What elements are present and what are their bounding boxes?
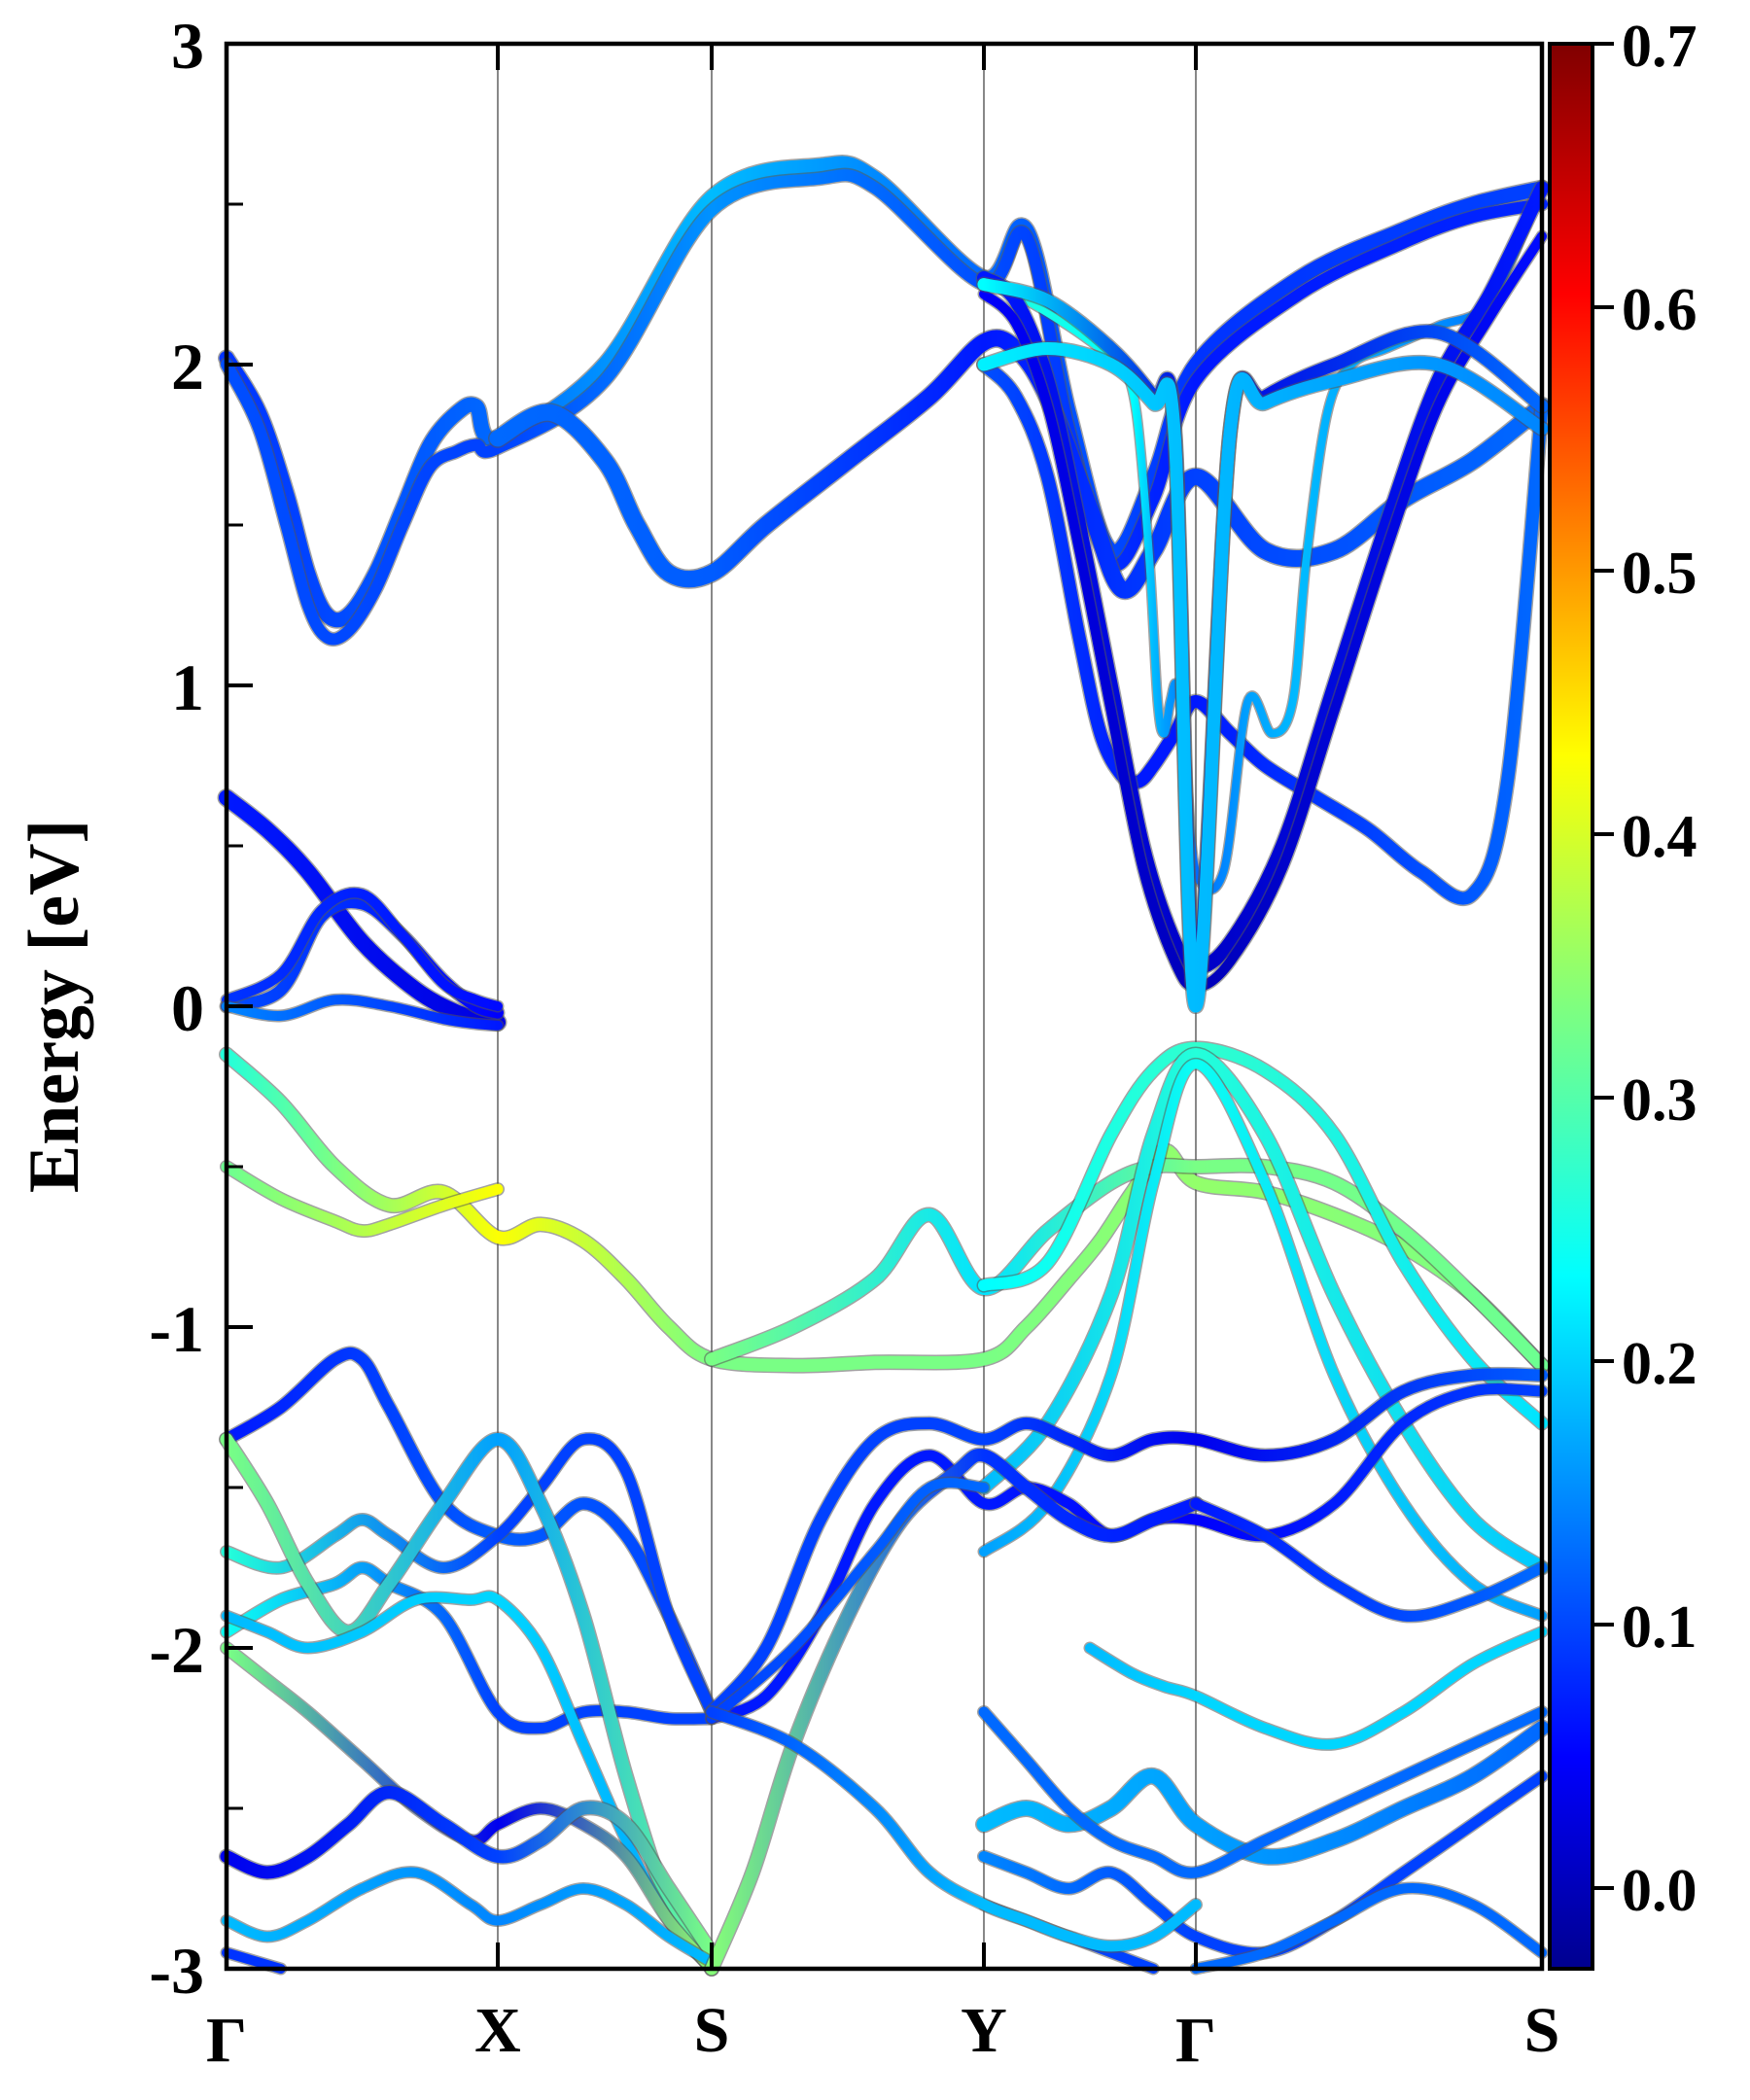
svg-text:2: 2 bbox=[171, 330, 204, 403]
svg-text:X: X bbox=[474, 1995, 521, 2066]
svg-text:Energy [eV]: Energy [eV] bbox=[15, 820, 94, 1193]
svg-text:0.7: 0.7 bbox=[1622, 14, 1698, 80]
svg-text:Γ: Γ bbox=[206, 2005, 247, 2076]
svg-text:0.0: 0.0 bbox=[1622, 1858, 1698, 1924]
svg-text:Γ: Γ bbox=[1175, 2005, 1216, 2076]
svg-text:S: S bbox=[1524, 1995, 1560, 2066]
svg-text:0.3: 0.3 bbox=[1622, 1068, 1698, 1134]
svg-text:-1: -1 bbox=[149, 1292, 204, 1366]
svg-text:1: 1 bbox=[171, 650, 204, 724]
svg-text:3: 3 bbox=[171, 9, 204, 83]
svg-text:0.4: 0.4 bbox=[1622, 804, 1698, 870]
svg-text:0.1: 0.1 bbox=[1622, 1594, 1698, 1661]
svg-text:0.2: 0.2 bbox=[1622, 1331, 1698, 1397]
svg-text:0: 0 bbox=[171, 971, 204, 1045]
svg-text:0.5: 0.5 bbox=[1622, 541, 1698, 607]
svg-text:Y: Y bbox=[961, 1995, 1007, 2066]
svg-text:0.6: 0.6 bbox=[1622, 277, 1698, 343]
svg-text:-2: -2 bbox=[149, 1613, 204, 1687]
svg-text:S: S bbox=[694, 1995, 730, 2066]
svg-text:-3: -3 bbox=[149, 1934, 204, 2008]
